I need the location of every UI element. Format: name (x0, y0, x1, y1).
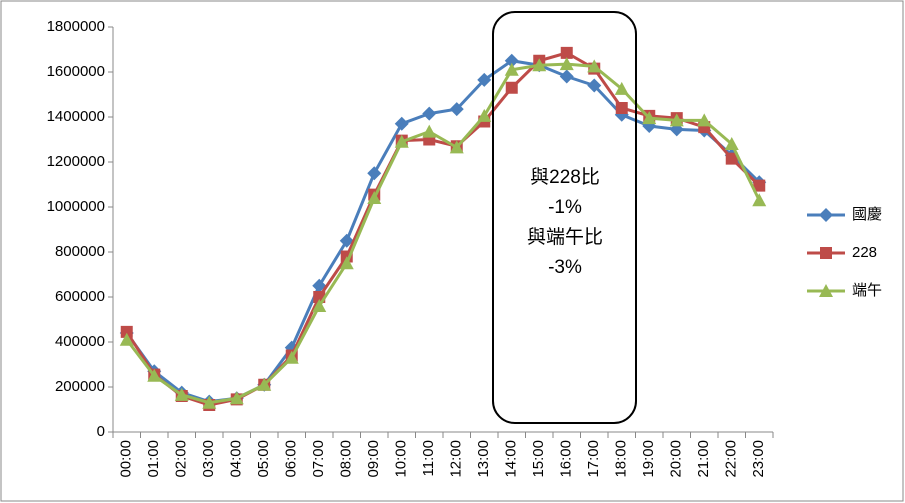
x-tick-label: 23:00 (750, 440, 767, 478)
marker (587, 78, 602, 93)
marker (422, 106, 437, 121)
marker (587, 59, 602, 73)
annotation-text: -1% (548, 197, 582, 218)
x-tick-label: 09:00 (365, 440, 382, 478)
marker (697, 113, 712, 127)
y-tick-label: 1200000 (47, 153, 105, 170)
annotation-text: 與228比 (530, 166, 600, 188)
marker (505, 81, 518, 94)
marker (559, 69, 574, 84)
x-tick-label: 04:00 (228, 440, 245, 478)
marker (257, 377, 272, 391)
x-tick-label: 17:00 (585, 440, 602, 478)
y-tick-label: 1600000 (47, 63, 105, 80)
marker (614, 81, 629, 95)
marker (229, 391, 244, 405)
x-tick-label: 22:00 (723, 440, 740, 478)
x-tick-label: 08:00 (338, 440, 355, 478)
marker (394, 116, 409, 131)
marker (477, 72, 492, 87)
x-tick-label: 02:00 (173, 440, 190, 478)
x-tick-label: 10:00 (393, 440, 410, 478)
legend-label: 228 (852, 244, 877, 261)
x-tick-label: 01:00 (145, 440, 162, 478)
marker (174, 387, 189, 401)
y-tick-label: 200000 (55, 378, 105, 395)
marker (669, 113, 684, 127)
annotation-text: 與端午比 (527, 226, 603, 248)
x-tick-label: 21:00 (695, 440, 712, 478)
marker (532, 58, 547, 72)
x-tick-label: 05:00 (255, 440, 272, 478)
marker (202, 395, 217, 409)
y-tick-label: 800000 (55, 243, 105, 260)
marker (367, 166, 382, 181)
y-tick-label: 600000 (55, 288, 105, 305)
marker (339, 233, 354, 248)
marker (642, 111, 657, 125)
marker (560, 46, 573, 59)
marker (753, 179, 766, 192)
y-tick-label: 1800000 (47, 18, 105, 35)
x-tick-label: 16:00 (558, 440, 575, 478)
marker (147, 368, 162, 382)
y-tick-label: 1400000 (47, 108, 105, 125)
marker (449, 140, 464, 154)
legend-label: 國慶 (852, 206, 882, 223)
x-tick-label: 20:00 (668, 440, 685, 478)
x-tick-label: 11:00 (420, 440, 437, 476)
marker (504, 62, 519, 76)
marker (752, 193, 767, 207)
x-tick-label: 15:00 (530, 440, 547, 478)
y-tick-label: 0 (97, 423, 105, 440)
marker (422, 124, 437, 138)
x-tick-label: 03:00 (200, 440, 217, 478)
x-tick-label: 19:00 (640, 440, 657, 478)
marker (559, 57, 574, 71)
x-tick-label: 07:00 (310, 440, 327, 478)
annotation-box (492, 11, 637, 424)
y-tick-label: 400000 (55, 333, 105, 350)
x-tick-label: 06:00 (283, 440, 300, 478)
x-tick-label: 13:00 (475, 440, 492, 478)
x-tick-label: 14:00 (503, 440, 520, 478)
marker (449, 102, 464, 117)
x-tick-label: 18:00 (613, 440, 630, 478)
marker (367, 191, 382, 204)
marker (119, 332, 134, 346)
legend-label: 端午 (852, 282, 882, 299)
x-tick-label: 00:00 (118, 440, 135, 478)
marker (339, 256, 354, 270)
marker (477, 108, 492, 122)
marker (615, 102, 628, 114)
marker (819, 208, 833, 222)
x-tick-label: 12:00 (448, 440, 465, 478)
marker (312, 299, 327, 312)
marker (819, 284, 833, 297)
marker (724, 137, 739, 150)
series-line (125, 62, 761, 405)
marker (504, 53, 519, 68)
marker (284, 350, 299, 364)
marker (120, 325, 133, 338)
y-tick-label: 1000000 (47, 198, 105, 215)
marker (820, 247, 832, 259)
marker (394, 134, 409, 148)
annotation-text: -3% (548, 257, 582, 278)
marker (725, 152, 738, 165)
